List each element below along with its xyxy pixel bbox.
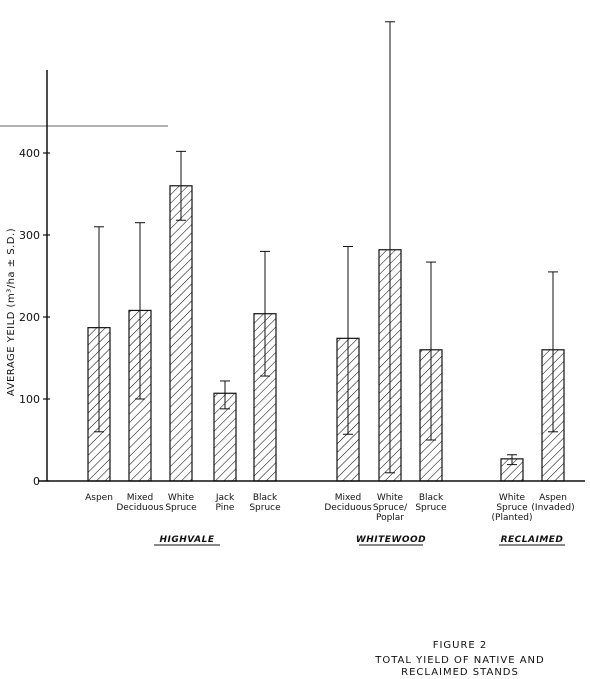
category-label: (Planted) [492,513,533,523]
category-label: Pine [216,503,235,513]
y-tick-label: 100 [19,393,40,406]
category-label: Aspen [85,493,113,503]
group-label: WHITEWOOD [356,535,426,545]
category-label: Mixed [335,493,362,503]
figure-number: FIGURE 2 [432,640,488,651]
category-label: Spruce [249,503,281,513]
category-label: White [377,493,404,503]
y-tick-label: 300 [19,229,40,242]
category-label: Mixed [127,493,154,503]
figure-title-line: RECLAIMED STANDS [401,667,519,678]
bars-layer [87,21,565,482]
category-label: Black [253,493,278,503]
category-label: Spruce [496,503,528,513]
category-label: Spruce [415,503,447,513]
labels-layer: Aspen MixedDeciduousWhiteSpruceJackPineBl… [85,493,575,546]
category-label: Black [419,493,444,503]
group-label: HIGHVALE [159,535,214,545]
category-label: Spruce [165,503,197,513]
y-axis-label: AVERAGE YEILD (m³/ha ± S.D.) [6,228,17,396]
category-label: Spruce/ [373,503,408,513]
category-label: White [168,493,195,503]
category-label: Deciduous [116,503,164,513]
group-label: RECLAIMED [501,535,564,545]
category-label: Jack [215,493,235,503]
category-label: Poplar [376,513,404,523]
y-tick-label: 400 [19,147,40,160]
y-tick-label: 200 [19,311,40,324]
figure-title: TOTAL YIELD OF NATIVE AND RECLAIMED STAN… [330,655,590,679]
bar [169,185,193,482]
category-label: (Invaded) [531,503,574,513]
category-label: Aspen [539,493,567,503]
y-tick-label: 0 [33,475,40,488]
category-label: Deciduous [324,503,372,513]
category-label: White [499,493,526,503]
figure-title-line: TOTAL YIELD OF NATIVE AND [375,655,545,666]
